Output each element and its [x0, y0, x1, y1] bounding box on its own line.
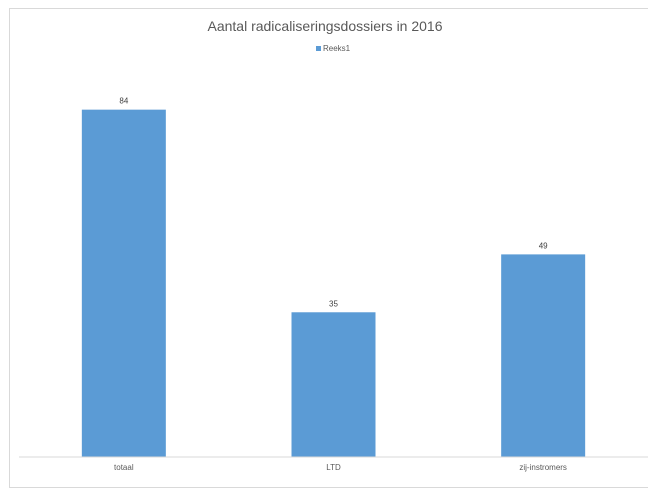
- data-label-zij-instromers: 49: [539, 241, 548, 250]
- x-tick-label-zij-instromers: zij-instromers: [519, 463, 567, 472]
- chart-title: Aantal radicaliseringsdossiers in 2016: [207, 18, 442, 34]
- legend-label: Reeks1: [323, 44, 351, 53]
- bars-layer: 84 35 49: [81, 97, 586, 457]
- legend-swatch: [316, 46, 321, 51]
- legend: Reeks1: [316, 44, 351, 53]
- x-tick-label-totaal: totaal: [114, 463, 134, 472]
- data-label-totaal: 84: [119, 97, 128, 106]
- x-axis-ticks: totaal LTD zij-instromers: [114, 463, 567, 472]
- bar-chart: Aantal radicaliseringsdossiers in 2016 R…: [19, 18, 648, 472]
- bar-zij-instromers: [501, 254, 586, 457]
- data-label-LTD: 35: [329, 299, 338, 308]
- x-tick-label-LTD: LTD: [326, 463, 341, 472]
- bar-totaal: [81, 109, 166, 457]
- bar-LTD: [291, 312, 376, 457]
